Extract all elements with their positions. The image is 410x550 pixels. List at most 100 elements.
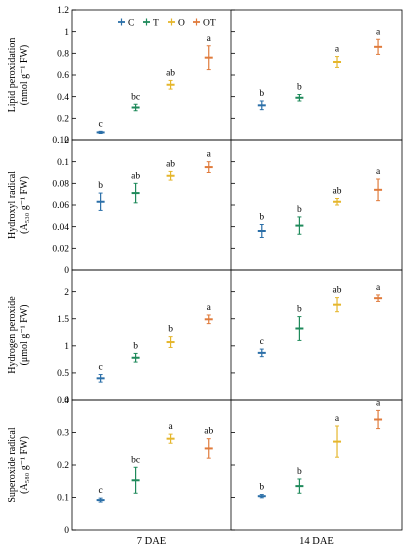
y-tick-label: 1.5 (57, 315, 69, 325)
x-categories: 7 DAE 14 DAE (137, 536, 334, 547)
y-axis-label-line1: Hydrogen peroxide (7, 296, 18, 374)
y-tick-label: 0.5 (57, 369, 69, 379)
significance-letter: b (259, 213, 264, 223)
y-tick-label: 0 (64, 396, 69, 406)
data-point-t: b (295, 305, 304, 341)
data-point-t: b (131, 341, 140, 363)
data-point-o: b (166, 325, 175, 348)
data-point-o: a (333, 45, 342, 68)
legend-label: O (178, 19, 185, 29)
chart-rows: 0 0.2 0.4 0.6 0.8 1 1.2 Lipid peroxidation(nmol… (7, 6, 403, 536)
y-tick-label: 1 (64, 28, 69, 38)
y-axis-label-line2: (nmol g⁻¹ FW) (19, 45, 30, 106)
plot-frame (71, 9, 403, 141)
significance-letter: ab (333, 187, 342, 197)
y-tick-label: 0.4 (57, 93, 69, 103)
y-axis-label: Hydrogen peroxide(μmol g⁻¹ FW) (7, 296, 30, 374)
y-axis-label: Superoxide radical(A₅₈₀ g⁻¹ FW) (7, 427, 30, 502)
data-point-o: a (166, 422, 175, 444)
significance-letter: a (168, 422, 173, 432)
y-tick-label: 0.12 (52, 136, 69, 146)
significance-letter: ab (166, 159, 175, 169)
data-point-ot: a (204, 150, 213, 173)
y-axis-label: Hydroxyl radical(A₅₃₀ g⁻¹ FW) (7, 171, 30, 239)
y-tick-label: 0.1 (57, 494, 69, 504)
chart-row-2: 0 0.02 0.04 0.06 0.08 0.1 0.12 Hydroxyl radical… (7, 136, 403, 276)
significance-letter: bc (131, 455, 140, 465)
significance-letter: a (335, 45, 340, 55)
significance-letter: b (297, 467, 302, 477)
significance-letter: c (260, 337, 264, 347)
y-axis-label-line1: Superoxide radical (7, 427, 18, 502)
data-point-ot: a (204, 34, 213, 71)
y-tick-label: 0.3 (57, 429, 69, 439)
y-tick-label: 0.2 (57, 461, 69, 471)
data-point-c: b (257, 483, 266, 499)
data-point-ot: ab (204, 427, 213, 459)
data-point-ot: a (374, 398, 383, 430)
significance-letter: ab (204, 427, 213, 437)
legend-label: OT (203, 19, 216, 29)
y-tick-label: 1 (64, 342, 69, 352)
significance-letter: a (207, 34, 212, 44)
significance-letter: a (376, 27, 381, 37)
y-tick-label: 0.08 (52, 180, 69, 190)
significance-letter: b (259, 89, 264, 99)
significance-letter: b (98, 181, 103, 191)
significance-letter: bc (131, 92, 140, 102)
y-tick-label: 0.2 (57, 115, 69, 125)
plot-frame (71, 269, 403, 401)
significance-letter: b (297, 305, 302, 315)
x-category-label: 14 DAE (299, 536, 334, 547)
significance-letter: ab (131, 171, 140, 181)
significance-letter: b (168, 325, 173, 335)
significance-letter: a (335, 414, 340, 424)
chart-row-4: 0 0.1 0.2 0.3 0.4 Superoxide radical(A₅₈₀ g⁻¹… (7, 396, 403, 536)
data-point-ot: a (374, 167, 383, 202)
y-tick-label: 0 (64, 266, 69, 276)
data-point-ot: a (374, 283, 383, 302)
data-point-ot: a (204, 303, 213, 325)
data-point-c: b (257, 213, 266, 238)
data-point-c: b (96, 181, 105, 211)
significance-letter: ab (166, 68, 175, 78)
y-tick-label: 0.06 (52, 201, 69, 211)
significance-letter: c (99, 363, 103, 373)
y-tick-label: 0.6 (57, 71, 69, 81)
legend: C T O OT (118, 18, 216, 29)
y-tick-label: 1.2 (57, 6, 69, 16)
y-tick-label: 0 (64, 136, 69, 146)
x-category-label: 7 DAE (137, 536, 166, 547)
data-point-ot: a (374, 27, 383, 55)
y-axis-label-line2: (A₅₃₀ g⁻¹ FW) (19, 176, 30, 234)
significance-letter: a (376, 398, 381, 408)
y-axis-label-line1: Lipid peroxidation (7, 38, 18, 113)
significance-letter: c (99, 119, 103, 129)
significance-letter: a (376, 167, 381, 177)
plot-frame (71, 139, 403, 271)
significance-letter: a (207, 150, 212, 160)
legend-entry-ot: OT (193, 18, 216, 29)
y-tick-label: 2 (64, 288, 69, 298)
y-axis-label-line2: (A₅₈₀ g⁻¹ FW) (19, 436, 30, 494)
y-axis-label-line2: (μmol g⁻¹ FW) (19, 305, 30, 366)
chart-row-1: 0 0.2 0.4 0.6 0.8 1 1.2 Lipid peroxidation(nmol… (7, 6, 403, 146)
data-point-o: ab (166, 159, 175, 181)
data-point-c: c (257, 337, 266, 358)
data-point-o: ab (333, 286, 342, 313)
significance-letter: b (259, 483, 264, 493)
data-point-o: ab (333, 187, 342, 206)
data-point-c: c (96, 363, 105, 383)
y-tick-label: 0.4 (57, 396, 69, 406)
y-tick-label: 0 (64, 526, 69, 536)
data-point-t: b (295, 83, 304, 102)
y-tick-label: 0.1 (57, 158, 69, 168)
data-point-c: c (96, 119, 105, 134)
y-tick-label: 0.8 (57, 50, 69, 60)
legend-entry-t: T (143, 18, 159, 29)
plot-frame (71, 399, 403, 531)
data-point-o: a (333, 414, 342, 458)
legend-entry-c: C (118, 18, 134, 29)
data-point-t: bc (131, 455, 140, 494)
